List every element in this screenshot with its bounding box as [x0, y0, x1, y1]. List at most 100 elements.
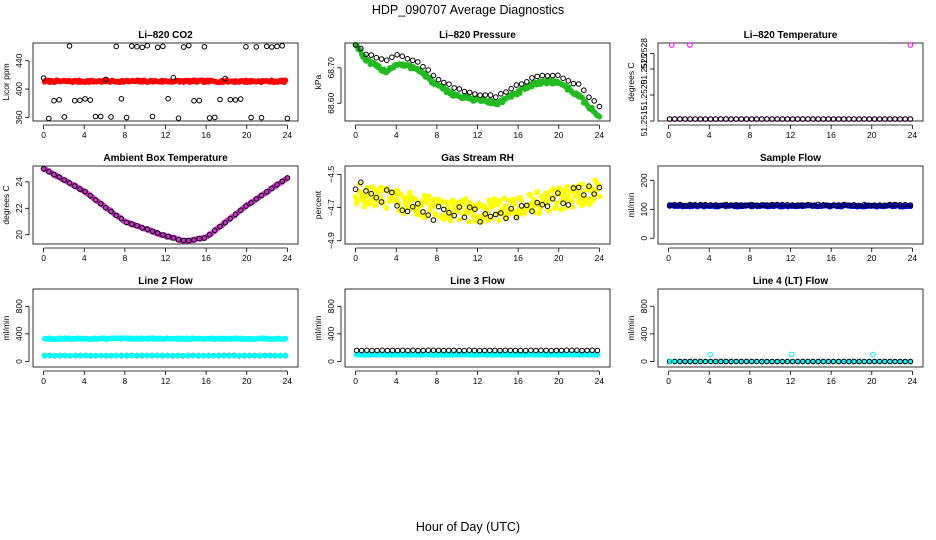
- data-point: [544, 73, 551, 79]
- data-point: [596, 103, 603, 110]
- data-point: [555, 190, 561, 196]
- data-point: [263, 188, 270, 195]
- data-point: [759, 202, 765, 208]
- data-point: [835, 202, 842, 208]
- data-point: [205, 352, 212, 359]
- data-point: [788, 351, 795, 358]
- data-point: [707, 202, 714, 208]
- data-point: [544, 203, 551, 209]
- data-point: [253, 44, 260, 50]
- data-point: [591, 98, 598, 104]
- x-tick-label: 0: [41, 253, 46, 263]
- data-point: [779, 358, 786, 365]
- x-tick-label: 20: [554, 130, 564, 140]
- data-point: [591, 191, 598, 197]
- data-point: [748, 201, 755, 208]
- data-point: [570, 80, 577, 87]
- data-point: [565, 78, 572, 84]
- data-point: [82, 96, 88, 102]
- data-point: [596, 114, 603, 120]
- data-point: [589, 347, 596, 354]
- x-tick-label: 8: [122, 253, 127, 263]
- y-tick-label: −4.9: [326, 232, 336, 249]
- data-point: [394, 203, 400, 209]
- panel-4: Ambient Box Temperature 0 4 8 12 16 20 24 20 22 24…: [1, 153, 299, 263]
- x-tick-label: 24: [283, 376, 293, 386]
- data-point: [502, 347, 509, 354]
- data-point: [728, 202, 734, 208]
- data-point: [61, 114, 68, 120]
- x-axis-label: Hour of Day (UTC): [416, 520, 520, 534]
- data-point: [358, 347, 365, 354]
- data-point: [425, 212, 432, 218]
- y-axis-label: kPa: [313, 74, 323, 89]
- data-point: [587, 201, 593, 208]
- x-tick-label: 8: [747, 253, 752, 263]
- data-point: [399, 347, 406, 354]
- y-tick-label: −4.7: [326, 199, 336, 216]
- data-point: [201, 235, 208, 241]
- series-sample: [353, 351, 601, 358]
- x-tick-label: 12: [786, 130, 796, 140]
- x-tick-label: 0: [666, 130, 671, 140]
- data-point: [743, 202, 750, 209]
- data-point: [248, 200, 254, 206]
- data-point: [383, 205, 390, 211]
- x-tick-label: 16: [513, 130, 523, 140]
- data-point: [560, 200, 566, 206]
- data-point: [383, 57, 390, 64]
- data-point: [902, 116, 909, 122]
- x-tick-label: 16: [201, 130, 211, 140]
- data-point: [692, 116, 699, 122]
- data-point: [186, 42, 192, 49]
- data-point: [789, 202, 796, 208]
- x-tick-label: 12: [473, 376, 483, 386]
- data-point: [784, 116, 791, 122]
- panel-title: Ambient Box Temperature: [103, 153, 228, 164]
- x-tick-label: 12: [473, 253, 483, 263]
- data-point: [764, 358, 770, 365]
- data-point: [590, 197, 597, 204]
- x-tick-label: 0: [353, 253, 358, 263]
- data-point: [534, 73, 541, 80]
- x-tick-label: 24: [908, 376, 918, 386]
- plot-frame: [344, 42, 611, 122]
- data-point: [251, 352, 258, 359]
- data-point: [237, 207, 244, 214]
- data-point: [503, 215, 509, 222]
- data-point: [267, 352, 273, 359]
- data-point: [103, 352, 109, 359]
- data-point: [524, 202, 530, 209]
- data-point: [258, 192, 265, 199]
- panel-title: Li–820 Temperature: [744, 30, 838, 41]
- data-point: [52, 352, 58, 359]
- data-point: [430, 217, 437, 223]
- data-point: [856, 358, 862, 365]
- data-point: [175, 236, 182, 243]
- data-point: [66, 43, 73, 49]
- data-point: [667, 358, 674, 365]
- data-point: [451, 212, 458, 219]
- x-tick-label: 0: [41, 376, 46, 386]
- data-point: [569, 347, 575, 354]
- data-point: [671, 116, 678, 122]
- data-point: [263, 43, 270, 50]
- data-point: [465, 209, 472, 215]
- data-point: [558, 347, 565, 354]
- data-point: [581, 87, 587, 93]
- x-tick-label: 24: [908, 253, 918, 263]
- y-tick-label: 800: [326, 299, 336, 313]
- data-point: [217, 96, 223, 103]
- data-point: [394, 52, 400, 58]
- data-point: [282, 335, 289, 342]
- series-avg: [353, 347, 601, 354]
- data-point: [513, 82, 520, 88]
- y-tick-label: 51.2528: [639, 38, 649, 69]
- data-point: [191, 237, 197, 243]
- data-point: [497, 198, 503, 204]
- data-point: [446, 200, 452, 206]
- data-point: [748, 358, 755, 365]
